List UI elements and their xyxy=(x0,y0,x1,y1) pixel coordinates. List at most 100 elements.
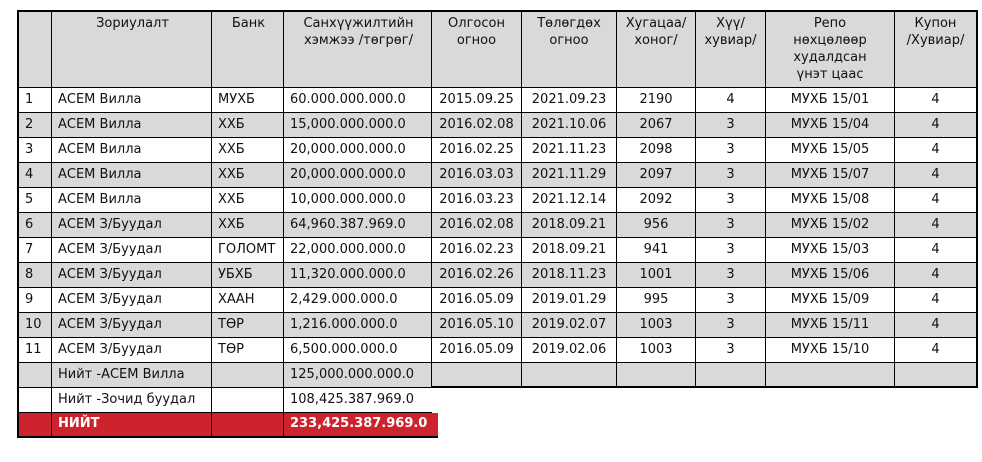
cell-interest-rate: 3 xyxy=(696,338,766,363)
cell-amount: 15,000.000.000.0 xyxy=(284,113,432,138)
cell-purpose: АСЕМ З/Буудал xyxy=(52,213,212,238)
cell-repo-security: МУХБ 15/02 xyxy=(766,213,895,238)
cell-interest-rate: 3 xyxy=(696,163,766,188)
cell-issued-date: 2016.05.10 xyxy=(432,313,522,338)
cell-due-date: 2018.09.21 xyxy=(522,238,617,263)
cell-due-date: 2021.11.29 xyxy=(522,163,617,188)
cell-amount: 20,000.000.000.0 xyxy=(284,163,432,188)
cell-interest-rate: 3 xyxy=(696,313,766,338)
summary-repo-security xyxy=(766,363,895,388)
header-due-date: Төлөгдөх огноо xyxy=(522,10,617,88)
cell-repo-security: МУХБ 15/07 xyxy=(766,163,895,188)
summary-duration-days xyxy=(617,363,696,388)
table-row: 1 АСЕМ Вилла МУХБ 60.000.000.000.0 2015.09.2… xyxy=(17,88,978,113)
cell-issued-date: 2016.02.08 xyxy=(432,113,522,138)
cell-duration-days: 2190 xyxy=(617,88,696,113)
cell-amount: 20,000.000.000.0 xyxy=(284,138,432,163)
summary-issued-date xyxy=(432,363,522,388)
summary-bank xyxy=(212,413,284,438)
cell-purpose: АСЕМ Вилла xyxy=(52,88,212,113)
cell-issued-date: 2016.02.08 xyxy=(432,213,522,238)
cell-coupon-rate: 4 xyxy=(895,88,978,113)
summary-bank xyxy=(212,363,284,388)
cell-repo-security: МУХБ 15/04 xyxy=(766,113,895,138)
table-row: 3 АСЕМ Вилла ХХБ 20,000.000.000.0 2016.02.25… xyxy=(17,138,978,163)
cell-purpose: АСЕМ З/Буудал xyxy=(52,338,212,363)
cell-row-number: 4 xyxy=(17,163,52,188)
cell-interest-rate: 3 xyxy=(696,238,766,263)
cell-due-date: 2021.12.14 xyxy=(522,188,617,213)
cell-duration-days: 941 xyxy=(617,238,696,263)
cell-coupon-rate: 4 xyxy=(895,188,978,213)
table-row: 4 АСЕМ Вилла ХХБ 20,000.000.000.0 2016.03.03… xyxy=(17,163,978,188)
cell-duration-days: 956 xyxy=(617,213,696,238)
cell-purpose: АСЕМ З/Буудал xyxy=(52,238,212,263)
cell-coupon-rate: 4 xyxy=(895,113,978,138)
cell-issued-date: 2016.02.25 xyxy=(432,138,522,163)
cell-bank: ХХБ xyxy=(212,138,284,163)
cell-duration-days: 1001 xyxy=(617,263,696,288)
cell-bank: ХХБ xyxy=(212,188,284,213)
cell-row-number: 1 xyxy=(17,88,52,113)
cell-purpose: АСЕМ Вилла xyxy=(52,188,212,213)
summary-purpose: НИЙТ xyxy=(52,413,212,438)
cell-purpose: АСЕМ Вилла xyxy=(52,138,212,163)
header-interest-rate: Хүү/ хувиар/ xyxy=(696,10,766,88)
cell-issued-date: 2016.02.23 xyxy=(432,238,522,263)
cell-row-number: 9 xyxy=(17,288,52,313)
cell-purpose: АСЕМ З/Буудал xyxy=(52,313,212,338)
header-bank: Банк xyxy=(212,10,284,88)
header-purpose: Зориулалт xyxy=(52,10,212,88)
cell-bank: УБХБ xyxy=(212,263,284,288)
table-row: 10 АСЕМ З/Буудал ТӨР 1,216.000.000.0 2016.05… xyxy=(17,313,978,338)
table-header-row: Зориулалт Банк Санхүүжилтийн хэмжээ /төгрө… xyxy=(17,10,978,88)
cell-due-date: 2019.02.07 xyxy=(522,313,617,338)
summary-row-number xyxy=(17,388,52,413)
summary-amount: 108,425.387.969.0 xyxy=(284,388,432,413)
cell-row-number: 6 xyxy=(17,213,52,238)
cell-due-date: 2018.11.23 xyxy=(522,263,617,288)
table-row: 5 АСЕМ Вилла ХХБ 10,000.000.000.0 2016.03.23… xyxy=(17,188,978,213)
cell-purpose: АСЕМ З/Буудал xyxy=(52,288,212,313)
cell-repo-security: МУХБ 15/03 xyxy=(766,238,895,263)
cell-repo-security: МУХБ 15/08 xyxy=(766,188,895,213)
cell-amount: 60.000.000.000.0 xyxy=(284,88,432,113)
cell-bank: МУХБ xyxy=(212,88,284,113)
summary-row-number xyxy=(17,413,52,438)
cell-duration-days: 2067 xyxy=(617,113,696,138)
cell-due-date: 2021.11.23 xyxy=(522,138,617,163)
cell-amount: 1,216.000.000.0 xyxy=(284,313,432,338)
cell-duration-days: 1003 xyxy=(617,338,696,363)
cell-issued-date: 2016.02.26 xyxy=(432,263,522,288)
cell-duration-days: 2098 xyxy=(617,138,696,163)
cell-repo-security: МУХБ 15/10 xyxy=(766,338,895,363)
cell-coupon-rate: 4 xyxy=(895,238,978,263)
cell-interest-rate: 4 xyxy=(696,88,766,113)
cell-coupon-rate: 4 xyxy=(895,163,978,188)
cell-coupon-rate: 4 xyxy=(895,263,978,288)
cell-interest-rate: 3 xyxy=(696,288,766,313)
cell-due-date: 2021.10.06 xyxy=(522,113,617,138)
cell-bank: ХААН xyxy=(212,288,284,313)
cell-row-number: 7 xyxy=(17,238,52,263)
cell-amount: 64,960.387.969.0 xyxy=(284,213,432,238)
header-coupon-rate: Купон /Хувиар/ xyxy=(895,10,978,88)
cell-amount: 10,000.000.000.0 xyxy=(284,188,432,213)
cell-amount: 22,000.000.000.0 xyxy=(284,238,432,263)
cell-coupon-rate: 4 xyxy=(895,138,978,163)
header-row-number xyxy=(17,10,52,88)
cell-row-number: 2 xyxy=(17,113,52,138)
summary-purpose: Нийт -Зочид буудал xyxy=(52,388,212,413)
summary-row-number xyxy=(17,363,52,388)
cell-interest-rate: 3 xyxy=(696,138,766,163)
cell-row-number: 11 xyxy=(17,338,52,363)
summary-bank xyxy=(212,388,284,413)
cell-issued-date: 2016.03.03 xyxy=(432,163,522,188)
cell-due-date: 2019.01.29 xyxy=(522,288,617,313)
cell-interest-rate: 3 xyxy=(696,113,766,138)
header-duration-days: Хугацаа/ хоног/ xyxy=(617,10,696,88)
cell-amount: 6,500.000.000.0 xyxy=(284,338,432,363)
cell-coupon-rate: 4 xyxy=(895,213,978,238)
cell-duration-days: 2092 xyxy=(617,188,696,213)
cell-issued-date: 2016.05.09 xyxy=(432,338,522,363)
